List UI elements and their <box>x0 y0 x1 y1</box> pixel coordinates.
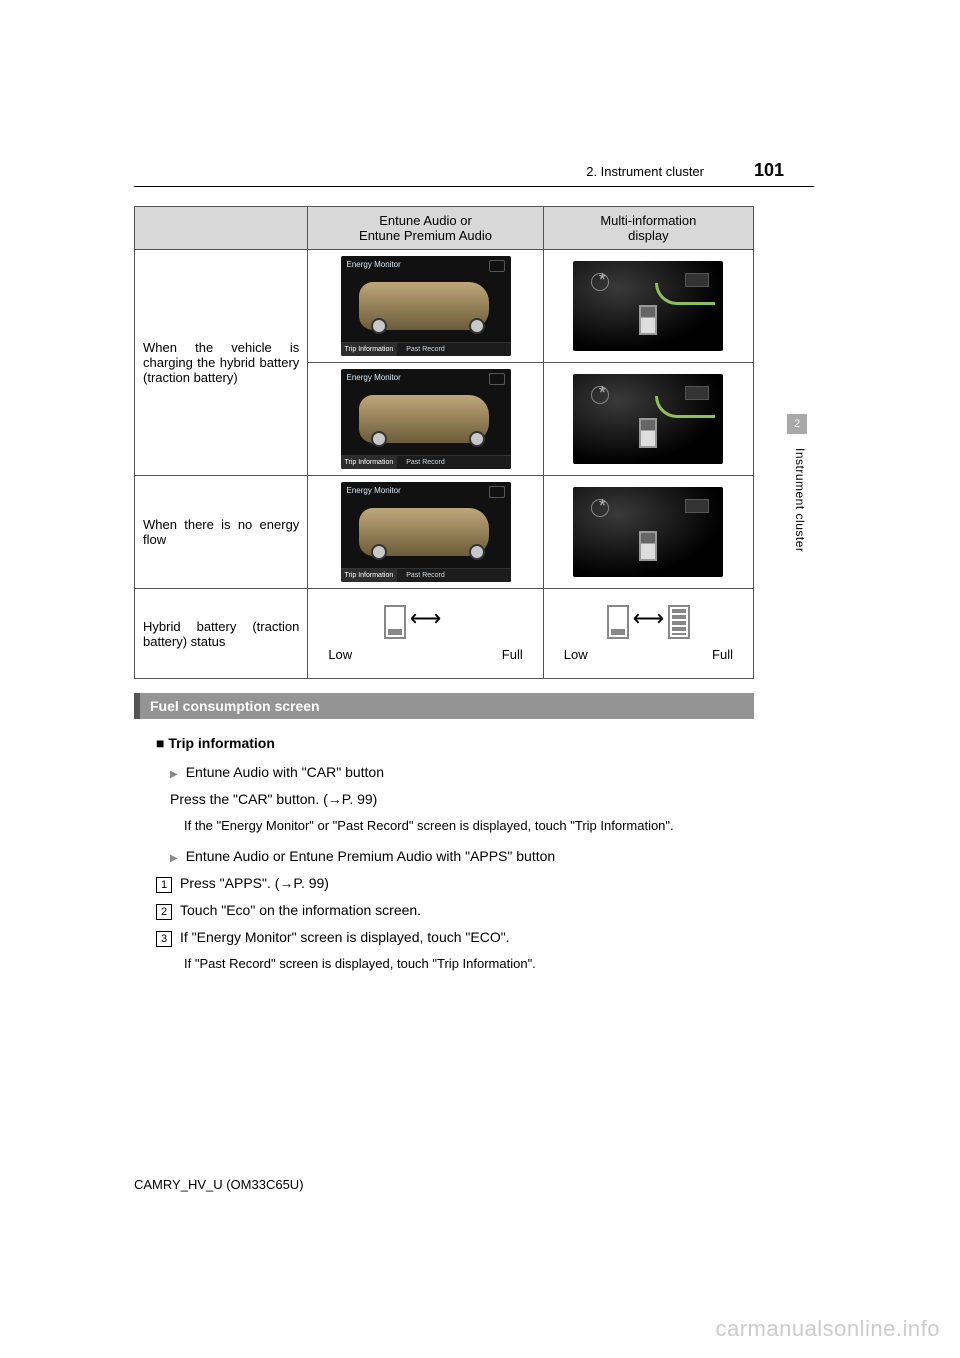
climate-icon <box>591 386 609 404</box>
battery-icon <box>639 305 657 335</box>
table-corner <box>135 207 308 250</box>
entune-screen-cell: Energy Monitor Trip InformationPast Recor… <box>308 250 543 363</box>
status-entune-cell: ⟷ Low Full <box>308 589 543 679</box>
multi-info-screen <box>573 374 723 464</box>
status-mid-cell: ⟷ Low Full <box>543 589 753 679</box>
header-rule <box>134 186 814 187</box>
climate-icon <box>591 273 609 291</box>
mid-screen-cell <box>543 363 753 476</box>
page-content: 2. Instrument cluster 101 2 Instrument c… <box>134 190 754 983</box>
chapter-tab-label: Instrument cluster <box>793 448 807 552</box>
double-arrow-icon: ⟷ <box>410 605 442 630</box>
chapter-tab: 2 <box>787 414 807 434</box>
climate-icon <box>591 499 609 517</box>
section-label: 2. Instrument cluster <box>586 164 704 179</box>
bullet-car-button: Entune Audio with "CAR" button <box>170 762 746 783</box>
trip-info-heading: Trip information <box>156 733 746 754</box>
back-icon <box>489 260 505 272</box>
entune-screen: Energy Monitor Trip InformationPast Recor… <box>341 482 511 582</box>
full-label: Full <box>502 647 523 662</box>
content-block: Trip information Entune Audio with "CAR"… <box>134 733 754 973</box>
low-label: Low <box>328 647 352 662</box>
page-number: 101 <box>754 160 784 181</box>
double-arrow-icon: ⟷ <box>633 605 665 630</box>
entune-screen-cell: Energy Monitor Trip InformationPast Recor… <box>308 476 543 589</box>
subnote-1: If the "Energy Monitor" or "Past Record"… <box>184 816 746 836</box>
entune-screen: Energy Monitor Trip InformationPast Recor… <box>341 369 511 469</box>
back-icon <box>489 486 505 498</box>
energy-flow-arrow <box>655 283 715 305</box>
screen-tab: Past Record <box>397 455 454 469</box>
battery-icon <box>639 418 657 448</box>
watermark: carmanualsonline.info <box>715 1316 940 1342</box>
screen-tabbar: Trip InformationPast Record <box>341 455 511 469</box>
battery-icon <box>639 531 657 561</box>
multi-info-screen <box>573 261 723 351</box>
screen-title: Energy Monitor <box>347 260 401 269</box>
back-icon <box>489 373 505 385</box>
footer-code: CAMRY_HV_U (OM33C65U) <box>134 1177 304 1192</box>
table-col-mid: Multi-information display <box>543 207 753 250</box>
entune-screen: Energy Monitor Trip InformationPast Recor… <box>341 256 511 356</box>
screen-tab <box>454 342 511 356</box>
battery-low-icon <box>607 605 629 639</box>
screen-tab: Past Record <box>397 568 454 582</box>
low-label: Low <box>564 647 588 662</box>
step-number-box: 3 <box>156 931 172 947</box>
screen-tabbar: Trip InformationPast Record <box>341 568 511 582</box>
row-desc: Hybrid battery (traction battery) status <box>135 589 308 679</box>
screen-title: Energy Monitor <box>347 373 401 382</box>
step-1: 1Press "APPS". (→P. 99) <box>156 873 746 894</box>
screen-tab: Trip Information <box>341 568 398 582</box>
full-label: Full <box>712 647 733 662</box>
battery-low-icon <box>384 605 406 639</box>
screen-tab <box>454 568 511 582</box>
energy-flow-table: Entune Audio or Entune Premium Audio Mul… <box>134 206 754 679</box>
mid-screen-cell <box>543 476 753 589</box>
mid-screen-cell <box>543 250 753 363</box>
step-number-box: 2 <box>156 904 172 920</box>
section-heading-bar: Fuel consumption screen <box>134 693 754 719</box>
step-number-box: 1 <box>156 877 172 893</box>
screen-tab <box>454 455 511 469</box>
engine-icon <box>685 499 709 513</box>
screen-tab: Past Record <box>397 342 454 356</box>
screen-tab: Trip Information <box>341 455 398 469</box>
bullet-apps-button: Entune Audio or Entune Premium Audio wit… <box>170 846 746 867</box>
screen-title: Energy Monitor <box>347 486 401 495</box>
screen-tabbar: Trip InformationPast Record <box>341 342 511 356</box>
row-desc: When the vehicle is charging the hybrid … <box>135 250 308 476</box>
energy-flow-arrow <box>655 396 715 418</box>
multi-info-screen <box>573 487 723 577</box>
table-col-entune: Entune Audio or Entune Premium Audio <box>308 207 543 250</box>
step-3: 3If "Energy Monitor" screen is displayed… <box>156 927 746 948</box>
battery-full-icon <box>668 605 690 639</box>
subnote-2: If "Past Record" screen is displayed, to… <box>184 954 746 974</box>
screen-tab: Trip Information <box>341 342 398 356</box>
row-desc: When there is no energy flow <box>135 476 308 589</box>
step-2: 2Touch "Eco" on the information screen. <box>156 900 746 921</box>
line-press-car: Press the "CAR" button. (→P. 99) <box>170 789 746 810</box>
entune-screen-cell: Energy Monitor Trip InformationPast Recor… <box>308 363 543 476</box>
